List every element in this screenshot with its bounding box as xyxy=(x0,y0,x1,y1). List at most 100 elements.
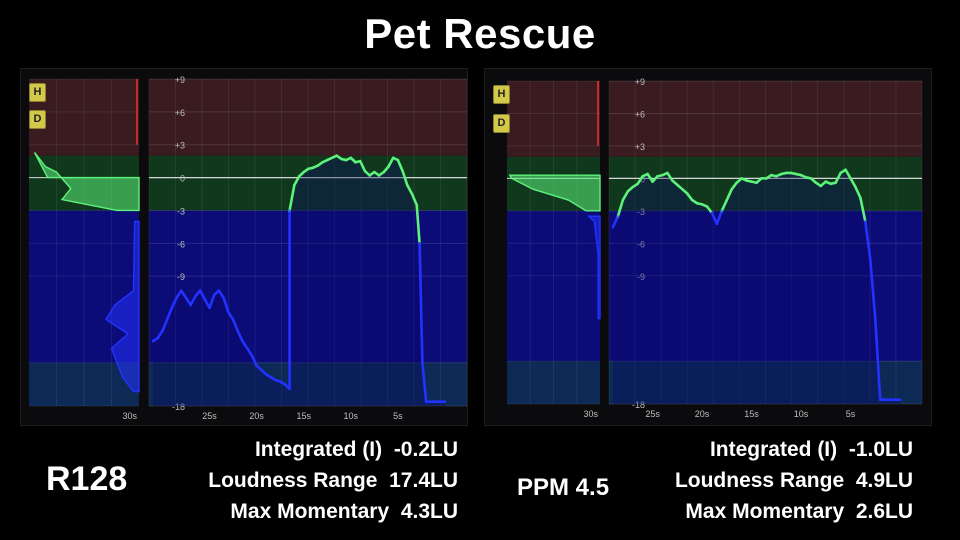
loudness-point xyxy=(232,318,234,321)
loudness-point xyxy=(203,298,206,301)
x-tick-label: 30s xyxy=(583,409,598,419)
loudness-line-segment xyxy=(358,159,367,173)
loudness-line-segment xyxy=(710,211,719,226)
hold-button[interactable]: H xyxy=(493,85,510,104)
x-tick-label: 10s xyxy=(794,409,809,419)
meter-name-ppm: PPM 4.5 xyxy=(517,474,610,501)
y-tick-label: +9 xyxy=(175,75,185,85)
loudness-point xyxy=(745,179,748,182)
loudness-line-segment xyxy=(161,318,169,333)
low-zone xyxy=(507,361,600,404)
ppm-loudness-chart: +9 +6 +3 0 -3 -6 -9 -18 30s 25s 20s 15s 10s 5s xyxy=(507,77,923,419)
loudness-point xyxy=(279,380,282,383)
stat-label: Integrated (I) xyxy=(709,438,838,461)
loudness-point xyxy=(397,159,399,161)
loudness-point xyxy=(636,182,639,185)
loudness-line-segment xyxy=(705,205,714,215)
loudness-point xyxy=(735,181,738,184)
y-tick-label: 0 xyxy=(640,174,645,184)
loudness-point xyxy=(307,167,310,170)
loudness-line-segment xyxy=(611,214,620,229)
loudness-point xyxy=(392,156,395,159)
loudness-point xyxy=(760,177,763,180)
loudness-line-segment xyxy=(849,177,857,189)
blue-zone xyxy=(149,210,467,363)
loudness-line-segment xyxy=(175,289,183,300)
loudness-point xyxy=(819,185,822,187)
stat-max-momentary: Max Momentary 4.3LU xyxy=(150,496,458,527)
y-tick-label: -18 xyxy=(632,400,645,410)
loudness-point xyxy=(425,400,428,403)
y-tick-label: -3 xyxy=(177,206,185,216)
stat-label: Max Momentary xyxy=(685,500,845,523)
loudness-line-segment xyxy=(288,183,296,212)
loudness-point xyxy=(770,174,773,177)
loudness-histogram-blue xyxy=(587,215,601,320)
loudness-point xyxy=(730,188,733,191)
loudness-line-segment xyxy=(170,296,178,310)
loudness-line-segment xyxy=(222,296,230,314)
red-zone xyxy=(609,81,922,157)
y-tick-label: -9 xyxy=(637,272,645,282)
loudness-point xyxy=(790,172,793,174)
loudness-line-segment xyxy=(834,171,842,185)
loudness-line-segment xyxy=(854,185,862,200)
loudness-line-segment xyxy=(198,289,207,301)
loudness-point xyxy=(874,317,877,320)
loudness-point xyxy=(354,161,357,164)
loudness-point xyxy=(378,174,380,177)
loudness-point xyxy=(864,220,867,223)
loudness-point xyxy=(849,177,852,180)
loudness-line-segment xyxy=(406,183,414,196)
loudness-line-segment xyxy=(227,310,235,321)
loudness-point xyxy=(626,190,629,193)
loudness-point xyxy=(241,340,244,342)
loudness-point xyxy=(631,186,634,188)
loudness-point xyxy=(185,296,187,299)
loudness-line-segment xyxy=(715,209,724,226)
loudness-line-segment xyxy=(616,198,625,218)
hold-button[interactable]: H xyxy=(29,83,46,102)
display-button[interactable]: D xyxy=(493,114,510,133)
loudness-point xyxy=(755,181,758,184)
loudness-point xyxy=(156,337,159,340)
loudness-point xyxy=(236,330,239,332)
loudness-line-segment xyxy=(873,317,882,402)
loudness-point xyxy=(251,354,253,357)
meter-name-r128: R128 xyxy=(46,460,128,498)
loudness-point xyxy=(218,289,220,292)
loudness-point xyxy=(418,242,421,245)
r128-loudness-chart: +9 +6 +3 0 -3 -6 -9 -18 30s 25s 20s 15s 10s 5s xyxy=(29,75,467,421)
ppm-meter-panel: +9 +6 +3 0 -3 -6 -9 -18 30s 25s 20s 15s 10s 5s H D xyxy=(484,68,932,426)
y-tick-label: -9 xyxy=(177,272,185,282)
y-tick-label: +6 xyxy=(175,108,185,118)
r128-stats: Integrated (I) -0.2LU Loudness Range 17.… xyxy=(150,434,458,527)
y-tick-label: -18 xyxy=(172,402,185,412)
loudness-line-segment xyxy=(410,192,419,207)
loudness-point xyxy=(889,398,892,401)
loudness-point xyxy=(180,289,183,292)
loudness-point xyxy=(810,177,812,180)
loudness-point xyxy=(854,186,857,188)
loudness-point xyxy=(829,182,832,185)
loudness-point xyxy=(387,165,390,168)
loudness-line-segment xyxy=(844,168,852,180)
loudness-point xyxy=(359,160,362,163)
loudness-point xyxy=(161,330,164,332)
display-button[interactable]: D xyxy=(29,110,46,129)
loudness-point xyxy=(260,369,263,371)
loudness-point xyxy=(349,156,352,159)
loudness-point xyxy=(617,215,619,218)
loudness-line-segment xyxy=(725,187,734,202)
loudness-line-segment xyxy=(231,318,240,333)
stat-label: Integrated (I) xyxy=(254,438,383,461)
loudness-line-segment xyxy=(217,289,225,300)
loudness-line-segment xyxy=(869,258,877,320)
loudness-point xyxy=(175,296,178,299)
loudness-point xyxy=(364,170,366,172)
loudness-point xyxy=(716,222,718,225)
loudness-point xyxy=(368,174,371,177)
loudness-point xyxy=(321,161,324,164)
stat-value: 4.3LU xyxy=(400,500,458,523)
x-tick-label: 20s xyxy=(695,409,710,419)
